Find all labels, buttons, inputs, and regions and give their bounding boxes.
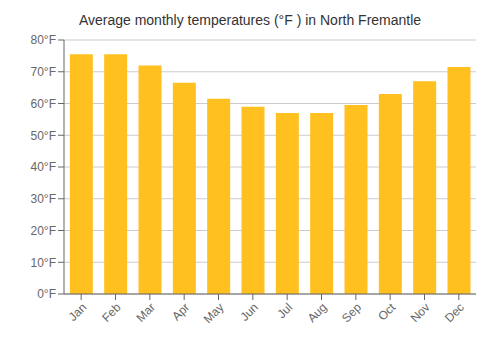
svg-text:Mar: Mar: [133, 300, 158, 325]
svg-text:10°F: 10°F: [31, 256, 56, 270]
svg-text:80°F: 80°F: [31, 33, 56, 47]
svg-text:May: May: [201, 300, 227, 326]
svg-text:0°F: 0°F: [37, 287, 56, 301]
html-text:Average monthly temperatures (: Average monthly temperatures (°F ) in No…: [78, 12, 422, 28]
svg-text:60°F: 60°F: [31, 97, 56, 111]
svg-text:40°F: 40°F: [31, 160, 56, 174]
svg-text:Apr: Apr: [169, 300, 192, 323]
svg-text:Oct: Oct: [375, 300, 399, 324]
svg-text:Aug: Aug: [305, 300, 330, 325]
svg-text:Jun: Jun: [237, 300, 261, 324]
svg-text:Sep: Sep: [339, 300, 364, 325]
svg-text:50°F: 50°F: [31, 129, 56, 143]
svg-text:Nov: Nov: [408, 300, 433, 325]
svg-text:Feb: Feb: [99, 300, 124, 325]
svg-text:70°F: 70°F: [31, 65, 56, 79]
svg-text:Dec: Dec: [442, 300, 467, 325]
svg-text:Jul: Jul: [275, 300, 296, 321]
svg-text:30°F: 30°F: [31, 192, 56, 206]
svg-text:Jan: Jan: [66, 300, 90, 324]
svg-text:20°F: 20°F: [31, 224, 56, 238]
